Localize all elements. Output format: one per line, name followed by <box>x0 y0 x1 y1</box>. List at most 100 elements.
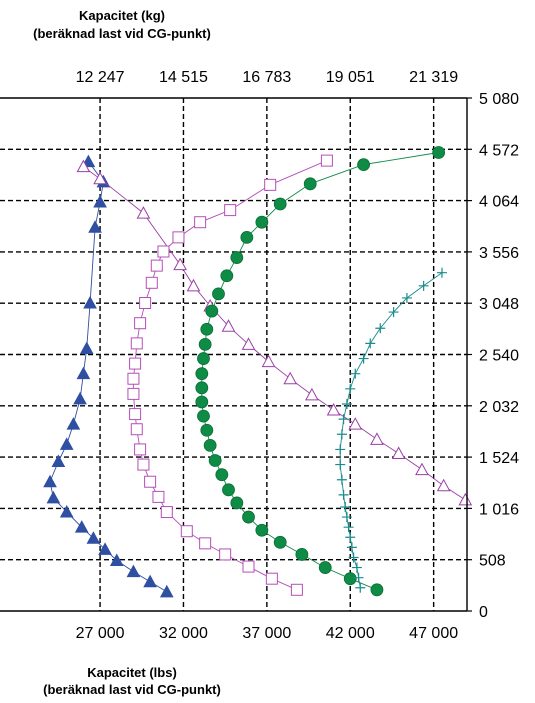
data-point <box>200 322 214 336</box>
data-point <box>320 154 333 167</box>
data-point <box>144 475 157 488</box>
data-point <box>220 269 234 283</box>
data-point <box>76 159 91 173</box>
data-point <box>137 458 150 471</box>
data-point <box>200 423 214 437</box>
data-point <box>197 409 210 423</box>
data-point <box>336 429 347 440</box>
data-point <box>219 548 232 561</box>
data-point <box>205 304 219 318</box>
data-point <box>401 292 412 303</box>
data-point <box>335 444 346 455</box>
series-triangle-filled <box>43 154 174 598</box>
data-point <box>93 171 107 185</box>
data-point <box>221 319 236 332</box>
right-tick-label: 3 048 <box>479 296 519 313</box>
data-point <box>59 437 74 450</box>
data-point <box>273 535 287 549</box>
data-point <box>242 560 255 573</box>
data-point <box>83 295 97 309</box>
data-point <box>240 230 254 244</box>
data-point <box>418 280 429 291</box>
data-point <box>152 490 165 503</box>
right-tick-label: 4 572 <box>479 142 519 159</box>
right-tick-label: 3 556 <box>479 245 519 262</box>
data-point <box>109 553 124 567</box>
data-point <box>355 582 366 593</box>
bottom-tick-label: 37 000 <box>242 625 291 642</box>
data-point <box>273 197 287 211</box>
data-point <box>358 353 369 364</box>
right-tick-label: 5 080 <box>479 91 519 108</box>
bottom-tick-label: 32 000 <box>159 625 208 642</box>
data-point <box>343 522 354 533</box>
data-point <box>51 454 66 468</box>
data-point <box>198 338 212 351</box>
data-point <box>346 542 357 553</box>
data-point <box>59 504 74 518</box>
data-point <box>134 317 147 330</box>
data-point <box>145 276 158 289</box>
data-point <box>195 381 209 395</box>
right-tick-label: 2 540 <box>479 348 519 365</box>
series-line <box>132 160 328 591</box>
data-point <box>335 459 346 470</box>
data-point <box>160 506 173 519</box>
data-point <box>230 496 244 510</box>
data-point <box>157 245 170 258</box>
data-point <box>98 542 112 555</box>
top-tick-label: 14 515 <box>159 69 208 86</box>
data-point <box>326 402 341 416</box>
data-point <box>432 146 446 159</box>
data-point <box>130 423 143 436</box>
data-point <box>172 231 185 244</box>
top-tick-label: 21 319 <box>409 69 458 86</box>
data-point <box>341 512 352 523</box>
data-point <box>242 510 255 524</box>
tick-labels: 0 508 1 016 1 524 2 032 2 540 3 048 3 556 4 064 4… <box>76 69 520 642</box>
data-point <box>129 408 142 421</box>
series-circle-filled <box>195 146 446 597</box>
data-point <box>203 438 217 452</box>
data-point <box>194 216 207 229</box>
series-layer <box>43 146 473 598</box>
plot-frame <box>0 97 472 612</box>
data-point <box>305 387 319 401</box>
data-point <box>126 564 141 578</box>
data-point <box>388 307 399 318</box>
data-point <box>365 338 376 349</box>
data-point <box>127 387 140 400</box>
data-point <box>150 259 163 272</box>
data-point <box>195 367 209 381</box>
data-point <box>76 366 91 380</box>
right-tick-label: 0 <box>479 604 488 621</box>
top-tick-label: 16 783 <box>242 69 291 86</box>
bottom-axis-title-line2: (beräknad last vid CG-punkt) <box>43 682 221 697</box>
data-point <box>303 177 317 191</box>
data-point <box>74 520 89 533</box>
data-point <box>295 548 309 561</box>
data-point <box>93 194 107 208</box>
right-tick-label: 1 524 <box>479 450 519 467</box>
series-square-open <box>127 154 333 596</box>
right-tick-label: 1 016 <box>479 501 519 518</box>
data-point <box>180 525 193 538</box>
right-tick-label: 508 <box>479 553 506 570</box>
data-point <box>340 501 351 512</box>
data-point <box>338 489 349 500</box>
data-point <box>436 267 447 278</box>
data-point <box>195 395 209 409</box>
data-point <box>199 537 212 550</box>
top-axis-title-line1: Kapacitet (kg) <box>79 8 165 23</box>
data-point <box>230 251 244 264</box>
data-point <box>86 531 101 544</box>
data-point <box>370 432 384 445</box>
data-point <box>79 341 94 354</box>
data-point <box>370 583 384 597</box>
data-point <box>134 443 147 456</box>
data-point <box>345 383 356 394</box>
top-tick-label: 12 247 <box>76 69 125 86</box>
data-point <box>351 562 362 573</box>
bottom-tick-label: 27 000 <box>76 625 125 642</box>
